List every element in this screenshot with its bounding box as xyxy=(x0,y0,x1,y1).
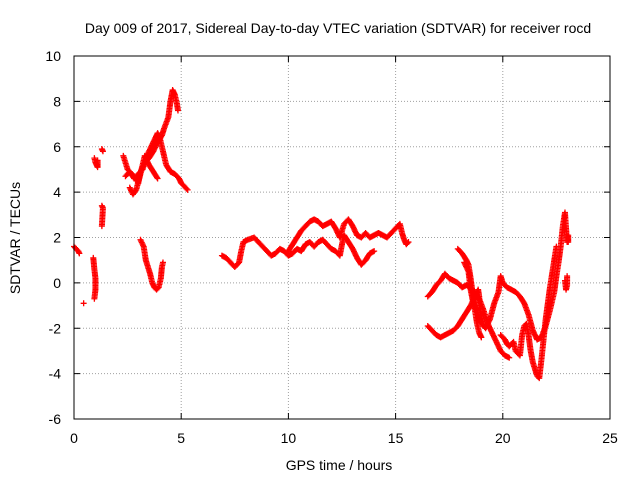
y-tick-label: 4 xyxy=(53,184,61,200)
data-point xyxy=(371,248,378,255)
data-point xyxy=(91,295,98,302)
data-points xyxy=(71,87,572,382)
axis-tick-labels: 0 5 10 15 20 25 -6 -4 -2 0 2 4 6 8 10 xyxy=(45,48,618,446)
data-point xyxy=(159,259,166,266)
data-point xyxy=(174,107,181,114)
plot-frame xyxy=(73,55,611,420)
data-point xyxy=(98,223,105,230)
y-tick-label: 10 xyxy=(45,48,61,64)
data-point xyxy=(76,250,83,257)
y-tick-label: 0 xyxy=(53,275,61,291)
data-point xyxy=(183,185,190,192)
y-tick-label: -4 xyxy=(49,366,62,382)
data-point xyxy=(553,243,560,250)
chart-title: Day 009 of 2017, Sidereal Day-to-day VTE… xyxy=(85,20,591,36)
data-point xyxy=(153,174,160,181)
data-point xyxy=(564,273,571,280)
y-tick-label: 2 xyxy=(53,230,61,246)
x-tick-label: 0 xyxy=(70,430,78,446)
y-axis-label: SDTVAR / TECUs xyxy=(7,182,23,294)
data-point xyxy=(154,175,161,182)
data-point xyxy=(99,148,106,155)
y-tick-label: -6 xyxy=(49,411,62,427)
data-point xyxy=(565,232,572,239)
data-point xyxy=(80,300,87,307)
x-tick-label: 25 xyxy=(602,430,618,446)
data-point xyxy=(478,334,485,341)
data-point xyxy=(506,354,513,361)
y-tick-label: -2 xyxy=(49,320,62,336)
x-axis-label: GPS time / hours xyxy=(286,457,393,473)
x-tick-label: 10 xyxy=(281,430,297,446)
x-tick-label: 5 xyxy=(177,430,185,446)
y-tick-label: 8 xyxy=(53,93,61,109)
data-point xyxy=(184,186,191,193)
data-point xyxy=(404,240,411,247)
y-tick-label: 6 xyxy=(53,139,61,155)
x-tick-label: 15 xyxy=(388,430,404,446)
data-point xyxy=(405,239,412,246)
data-point xyxy=(94,157,101,164)
x-tick-label: 20 xyxy=(495,430,511,446)
